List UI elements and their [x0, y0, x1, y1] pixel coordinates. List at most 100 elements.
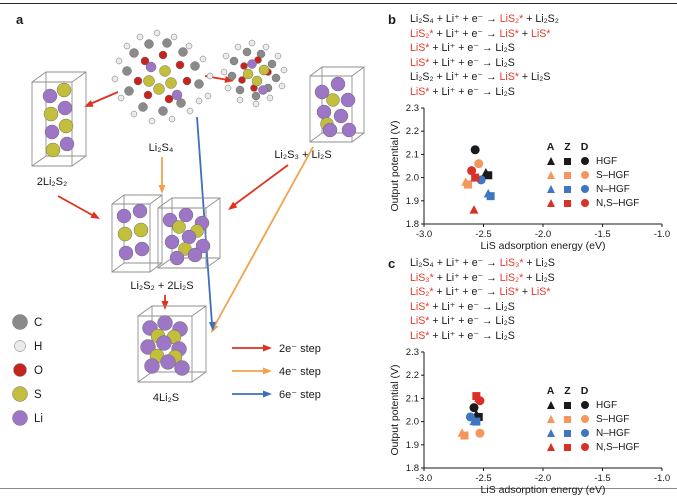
legend-column-Z: Z — [564, 141, 571, 153]
structure-li2s2-box — [111, 194, 163, 273]
arrow-4e-li2s4-to-middle — [158, 157, 166, 194]
legend-column-A: A — [546, 141, 555, 153]
reaction-text: + Li⁺ + e⁻ → Li₂S — [429, 56, 515, 69]
reaction-species-adsorbed: LiS₂* — [499, 271, 524, 284]
arrow-2e-li2s4-to-2li2s2 — [84, 91, 119, 107]
panel-a-diagram: a 2 — [12, 12, 365, 426]
reaction-species-adsorbed: LiS* — [410, 42, 430, 55]
legend-row: S–HGF — [542, 168, 639, 182]
legend-row: N,S–HGF — [542, 196, 639, 210]
data-point — [474, 412, 483, 421]
atom-legend-label-o: O — [34, 365, 43, 377]
triangle-marker-icon — [546, 199, 555, 207]
arrow-legend-label-4e: 4e⁻ step — [279, 366, 321, 378]
legend-label: N,S–HGF — [596, 197, 640, 209]
triangle-marker-icon — [546, 443, 555, 451]
square-marker-icon — [564, 157, 571, 165]
reaction-species-adsorbed: LiS* — [499, 286, 519, 299]
reaction-equation: Li₂S₄ + Li⁺ + e⁻ → LiS₃* + Li₂S — [410, 256, 555, 271]
data-point — [475, 428, 485, 438]
sulfur-sphere-icon — [12, 386, 28, 402]
reaction-text: Li₂S₄ + Li⁺ + e⁻ → — [410, 13, 500, 25]
reaction-text: + Li⁺ + e⁻ → Li₂S — [429, 42, 515, 55]
reaction-species-adsorbed: LiS₂* — [410, 27, 434, 40]
atom-legend: C H O S Li — [12, 314, 43, 426]
y-tick-label: 1.9 — [406, 440, 419, 451]
structure-2li2s2 — [31, 71, 87, 167]
reaction-text: Li₂S₂ + Li⁺ + e⁻ → — [410, 71, 500, 84]
legend-column-Z: Z — [564, 385, 571, 397]
data-point — [470, 145, 480, 155]
legend-row: HGF — [542, 154, 639, 168]
label-li2s2-2li2s: Li₂S₂ + 2Li₂S — [130, 280, 193, 292]
circle-marker-icon — [580, 199, 589, 207]
panel-b: b Li₂S₄ + Li⁺ + e⁻ → LiS₂* + Li₂S₂ LiS₂* … — [386, 10, 675, 252]
reaction-species-adsorbed: LiS* — [410, 315, 430, 328]
square-marker-icon — [564, 443, 571, 451]
circle-marker-icon — [580, 401, 589, 409]
label-li2s4: Li₂S₄ — [149, 142, 174, 154]
data-point — [460, 431, 469, 440]
x-tick-label: -3.0 — [416, 473, 432, 484]
reaction-list-b: Li₂S₄ + Li⁺ + e⁻ → LiS₂* + Li₂S₂ LiS₂* + … — [410, 12, 559, 100]
legend-label: HGF — [596, 155, 618, 167]
y-tick-label: 1.8 — [406, 219, 419, 230]
panel-c-label: c — [388, 256, 396, 271]
y-tick-label: 1.8 — [406, 463, 419, 474]
y-tick-label: 2.2 — [406, 370, 419, 381]
data-point — [475, 396, 485, 406]
structure-2li2s-box — [157, 197, 221, 269]
plot-legend-c: A Z D HGF S–HGF N–HGF N,S–HGF — [542, 384, 639, 454]
x-tick-label: -1.5 — [594, 229, 610, 240]
legend-column-D: D — [580, 385, 589, 397]
reaction-text: + Li₂S₂ — [523, 13, 559, 25]
reaction-text: Li₂S₄ + Li⁺ + e⁻ → — [410, 257, 500, 269]
reaction-equation: LiS* + Li⁺ + e⁻ → Li₂S — [410, 300, 555, 315]
reaction-species-adsorbed: LiS₃* — [410, 271, 434, 284]
atom-legend-label-c: C — [34, 317, 42, 329]
plot-legend-b: A Z D HGF S–HGF N–HGF N,S–HGF — [542, 140, 639, 210]
legend-label: HGF — [596, 399, 618, 411]
reaction-text: + Li⁺ + e⁻ → — [433, 27, 500, 40]
arrow-2e-icon — [232, 344, 272, 352]
data-point — [472, 392, 481, 401]
arrow-4e-li2s3-to-4li2s — [211, 146, 314, 333]
x-tick-label: -2.5 — [475, 229, 491, 240]
reaction-equation: LiS* + Li⁺ + e⁻ → Li₂S — [410, 329, 555, 344]
reaction-equation: LiS₂* + Li⁺ + e⁻ → LiS* + LiS* — [410, 27, 559, 42]
reaction-species-adsorbed: LiS* — [410, 300, 430, 313]
y-tick-label: 2.3 — [406, 347, 419, 358]
oxygen-sphere-icon — [13, 363, 27, 377]
legend-row: HGF — [542, 398, 639, 412]
arrow-2e-middle-to-4li2s — [161, 295, 169, 310]
square-marker-icon — [564, 171, 571, 179]
reaction-equation: LiS* + Li⁺ + e⁻ → Li₂S — [410, 85, 559, 100]
reaction-text: + Li⁺ + e⁻ → Li₂S — [429, 329, 515, 342]
data-point — [469, 205, 479, 214]
reaction-equation: Li₂S₄ + Li⁺ + e⁻ → LiS₂* + Li₂S₂ — [410, 12, 559, 27]
reaction-species-adsorbed: LiS* — [410, 329, 430, 342]
circle-marker-icon — [580, 415, 589, 423]
circle-marker-icon — [580, 171, 589, 179]
y-tick-label: 2.3 — [406, 103, 419, 114]
data-point — [465, 412, 475, 422]
arrow-legend-label-2e: 2e⁻ step — [279, 343, 321, 355]
label-li2s3-li2s: Li₂S₃ + Li₂S — [274, 149, 331, 161]
hydrogen-sphere-icon — [14, 340, 26, 352]
arrow-legend-label-6e: 6e⁻ step — [279, 389, 321, 401]
panel-a-label: a — [16, 12, 24, 27]
atom-legend-label-li: Li — [34, 413, 43, 425]
legend-row: N–HGF — [542, 182, 639, 196]
reaction-species-adsorbed: LiS* — [410, 85, 430, 98]
legend-label: N–HGF — [596, 427, 630, 439]
x-tick-label: -2.0 — [535, 229, 551, 240]
x-tick-label: -1.5 — [594, 473, 610, 484]
lithium-sphere-icon — [12, 410, 28, 426]
y-tick-label: 2.2 — [406, 126, 419, 137]
legend-label: N–HGF — [596, 183, 630, 195]
arrow-legend: 2e⁻ step 4e⁻ step 6e⁻ step — [232, 343, 321, 401]
scatter-plot-b: -3.0 -2.5 -2.0 -1.5 -1.0 1.8 1.9 2.0 2.1 2.2 2.3 Li… — [389, 103, 670, 252]
square-marker-icon — [564, 429, 571, 437]
label-4li2s: 4Li₂S — [153, 392, 179, 404]
reaction-species-adsorbed: LiS* — [499, 27, 519, 40]
